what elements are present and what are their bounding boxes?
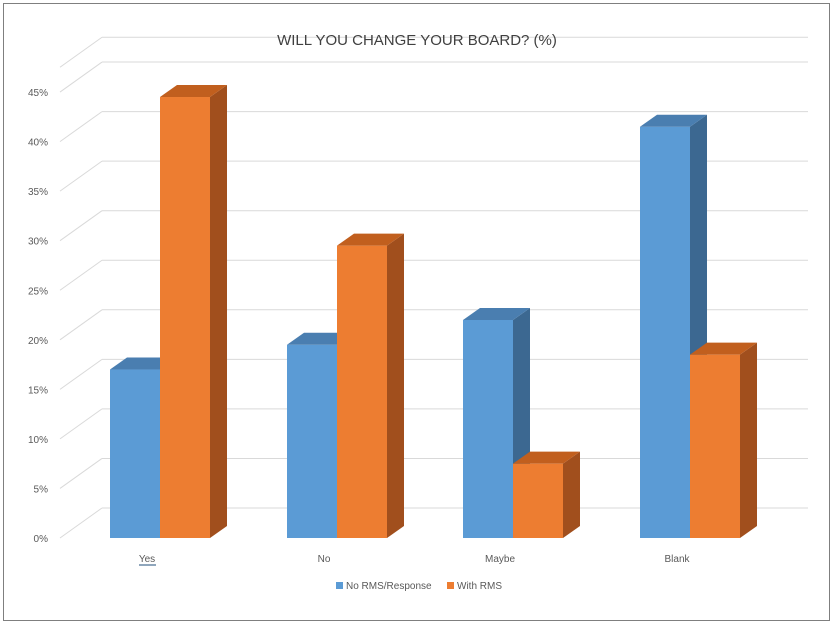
gridline-diagonal [59,160,103,192]
gridline-diagonal [59,458,103,489]
gridline-diagonal [59,507,103,539]
y-tick-label: 25% [28,286,48,297]
category-label-blank: Blank [664,554,690,565]
bar-blank-with-rms [690,342,757,538]
bars [110,85,757,539]
y-tick-label: 35% [28,187,48,198]
chart-title: WILL YOU CHANGE YOUR BOARD? (%) [277,32,557,49]
category-label-no: No [318,554,331,565]
gridline-diagonal [59,309,103,341]
legend-label: No RMS/Response [346,581,432,592]
category-label-yes: Yes [139,554,155,565]
legend: No RMS/Response With RMS [336,581,502,592]
legend-swatch [336,582,343,589]
y-tick-label: 40% [28,138,48,149]
gridline-diagonal [59,111,103,143]
gridline-diagonal [59,210,103,242]
y-tick-label: 5% [34,484,49,495]
chart-floor [60,508,808,538]
legend-label: With RMS [457,581,502,592]
y-tick-label: 10% [28,435,48,446]
x-axis-categories: Yes No Maybe Blank [139,554,691,566]
y-tick-label: 20% [28,336,48,347]
gridline-diagonal [59,358,103,390]
bar-no-with-rms [337,233,404,538]
y-tick-label: 15% [28,385,48,396]
category-label-maybe: Maybe [485,554,515,565]
gridline-diagonal [59,61,103,93]
gridline-diagonal [59,36,103,68]
gridline-diagonal [59,408,103,440]
y-tick-label: 30% [28,237,48,248]
bar-yes-with-rms [160,85,227,538]
y-tick-label: 45% [28,88,48,99]
legend-swatch [447,582,454,589]
gridline-diagonal [59,259,103,291]
bar-maybe-with-rms [513,451,580,538]
y-tick-label: 0% [34,534,49,545]
y-axis-ticks: 0% 5% 10% 15% 20% 25% 30% 35% 40% 45% [28,88,48,545]
